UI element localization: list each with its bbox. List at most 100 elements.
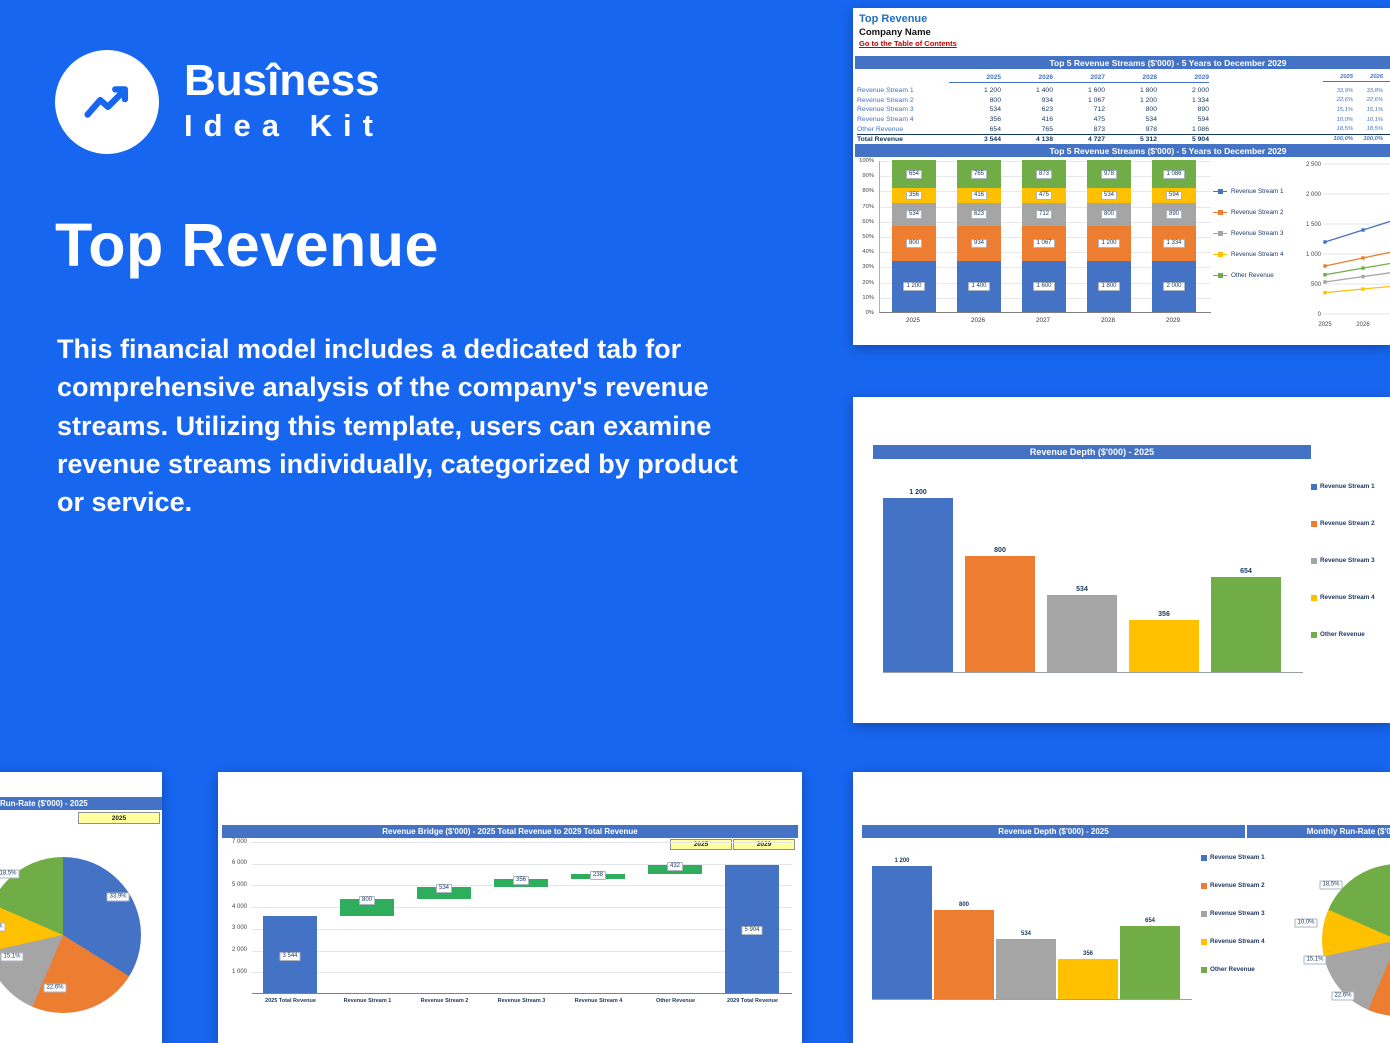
legend-square	[1201, 854, 1207, 861]
stacked-legend: Revenue Stream 1 Revenue Stream 2 Revenue …	[1213, 188, 1284, 293]
panel-revenue-bridge-inner: Revenue Bridge ($'000) - 2025 Total Reve…	[218, 772, 802, 1043]
legend-label: Revenue Stream 1	[1231, 188, 1284, 195]
bar	[1211, 577, 1281, 672]
bar-segment: 765	[957, 160, 1001, 189]
legend-marker	[1213, 231, 1227, 237]
pie-percent-label: 33,9%	[106, 892, 130, 902]
bar-group: 1 200	[883, 481, 953, 672]
x-axis-label: Revenue Stream 3	[497, 998, 546, 1004]
bar-segment: 800	[892, 226, 936, 261]
bar-segment: 1 086	[1152, 160, 1196, 188]
cell-share: 10,0%	[1336, 116, 1353, 123]
stacked-y-axis: 100% 90% 80% 70% 60% 50% 40% 30% 20% 10% 0%	[855, 158, 875, 316]
legend-item: Other Revenue	[1311, 631, 1375, 638]
cell-value: 2 000	[1191, 87, 1209, 95]
toc-link[interactable]: Go to the Table of Contents	[859, 39, 957, 48]
legend-square	[1217, 189, 1223, 194]
cell-share: 33,8%	[1366, 87, 1383, 94]
bar	[965, 556, 1035, 672]
axis-tick-label: 2 000	[1306, 192, 1322, 198]
y-tick-label: 5 000	[231, 881, 247, 888]
bar-segment: 623	[957, 203, 1001, 227]
bar-group: 356	[1129, 481, 1199, 672]
x-axis-label: Revenue Stream 2	[420, 998, 469, 1004]
runrate-year-selector[interactable]: 2025	[78, 812, 160, 824]
bar-segment: 1 200	[892, 260, 936, 312]
cell-value: 534	[989, 106, 1001, 114]
legend-marker	[1213, 252, 1227, 258]
legend-square	[1217, 252, 1223, 257]
cell-share: 33,9%	[1336, 87, 1353, 94]
segment-value-label: 475	[1035, 191, 1052, 201]
bar-group: 534	[1047, 481, 1117, 672]
year-column-header: 2026	[1038, 74, 1053, 81]
cell-share: 33,8%	[1383, 88, 1390, 94]
line-series	[1324, 262, 1390, 276]
legend-label: Revenue Stream 2	[1231, 209, 1284, 216]
legend-square	[1311, 631, 1317, 638]
year-column-header: 2027	[1090, 74, 1105, 81]
segment-value-label: 1 400	[968, 281, 990, 291]
legend-square	[1217, 231, 1223, 236]
legend-label: Revenue Stream 4	[1231, 251, 1284, 258]
stacked-plot: 1 200 800 534 356 654 1 400 934 623 416 765 1 600 1…	[879, 160, 1211, 313]
segment-value-label: 712	[1035, 210, 1052, 220]
cell-value: 623	[1041, 106, 1053, 114]
bridge-end-year-cell[interactable]: 2029	[733, 839, 795, 850]
bar-segment: 475	[1022, 188, 1066, 204]
legend-item: Revenue Stream 4	[1311, 594, 1375, 601]
bar	[1058, 959, 1118, 999]
legend-marker	[1213, 210, 1227, 216]
legend-label: Revenue Stream 1	[1320, 483, 1375, 490]
bar-value-label: 356	[1158, 611, 1170, 618]
axis-tick-label: 1 500	[1306, 222, 1322, 228]
bar-segment: 712	[1022, 203, 1066, 227]
bar-segment: 800	[1087, 203, 1131, 227]
bar-value-label: 1 200	[909, 489, 927, 496]
legend-marker	[1213, 273, 1227, 279]
cell-share: 10,1%	[1366, 116, 1383, 123]
bridge-start-year-cell[interactable]: 2025	[670, 839, 732, 850]
bar-value-label: 800	[958, 902, 969, 908]
depth-chart-title-bar: Revenue Depth ($'000) - 2025	[873, 445, 1311, 459]
x-axis-label: Revenue Stream 1	[343, 998, 392, 1004]
data-point-marker	[1323, 240, 1327, 244]
data-point-marker	[1361, 256, 1365, 260]
segment-value-label: 356	[905, 191, 922, 201]
bar-value-label: 534	[1076, 586, 1088, 593]
cell-value: 800	[989, 96, 1001, 104]
cell-value: 1 600	[1087, 87, 1105, 95]
y-tick-label: 2 000	[231, 947, 247, 954]
segment-value-label: 416	[970, 191, 987, 201]
bar-group: 800	[965, 481, 1035, 672]
segment-value-label: 1 334	[1163, 238, 1185, 248]
cell-value: 4 727	[1087, 135, 1105, 143]
cell-value: 356	[989, 116, 1001, 124]
bar	[883, 498, 953, 672]
legend-label: Revenue Stream 2	[1320, 520, 1375, 527]
legend-item: Revenue Stream 1	[1201, 854, 1265, 861]
y-tick-label: 1 000	[231, 968, 247, 975]
legend-label: Revenue Stream 2	[1210, 882, 1265, 889]
cell-value: 3 544	[983, 135, 1001, 143]
table-title: Top 5 Revenue Streams ($'000) - 5 Years …	[1049, 57, 1287, 68]
cell-share: 100,0%	[1383, 136, 1390, 142]
brand-logo	[55, 50, 159, 154]
year-column-header: 2029	[1194, 74, 1209, 81]
cell-value: 1 200	[983, 87, 1001, 95]
x-axis-label: 2028	[1100, 317, 1115, 324]
segment-value-label: 978	[1100, 169, 1117, 179]
cell-value: 654	[989, 125, 1001, 133]
segment-value-label: 873	[1035, 169, 1052, 179]
bar-value-label: 3 544	[279, 951, 301, 961]
legend-item: Revenue Stream 4	[1213, 251, 1284, 258]
y-tick-label: 20%	[862, 279, 874, 286]
axis-tick-label: 1 000	[1306, 252, 1322, 258]
segment-value-label: 1 800	[1098, 281, 1120, 291]
cell-value: 475	[1093, 116, 1105, 124]
bar	[1129, 620, 1199, 672]
y-tick-label: 6 000	[231, 860, 247, 867]
data-point-marker	[1323, 264, 1327, 268]
